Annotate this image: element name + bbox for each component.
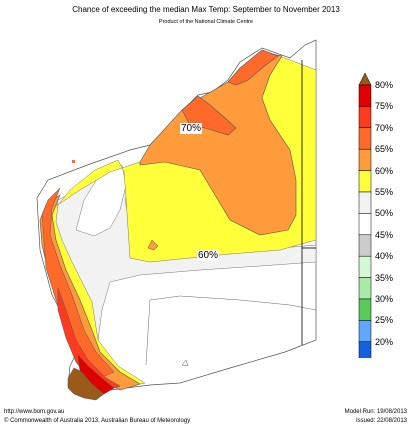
- legend-label-70: 70%: [375, 122, 394, 133]
- island-marker: [72, 160, 75, 163]
- legend-label-65: 65%: [375, 144, 394, 155]
- legend-swatch-60: [358, 170, 372, 193]
- small-white-island: [181, 359, 189, 367]
- legend-swatch-65: [358, 148, 372, 171]
- legend-label-50: 50%: [375, 208, 394, 219]
- legend-swatch-40: [358, 255, 372, 278]
- footer-model-run: Model Run: 19/08/2013: [344, 409, 407, 415]
- legend-label-30: 30%: [375, 294, 394, 304]
- legend-label-35: 35%: [375, 272, 394, 283]
- legend-swatch-55: [358, 191, 372, 214]
- footer-issued: Issued: 22/08/2013: [355, 418, 407, 424]
- region-above-80-percent: [67, 367, 105, 401]
- color-legend-bar: [358, 73, 372, 358]
- map-label-60: 60%: [197, 250, 220, 261]
- legend-label-20: 20%: [375, 336, 394, 347]
- region-70-north: [227, 49, 279, 86]
- legend-label-40: 40%: [375, 251, 394, 262]
- legend-above-80-triangle: [358, 73, 372, 86]
- legend-label-55: 55%: [375, 187, 394, 197]
- legend-swatch-50: [358, 213, 372, 236]
- legend-label-75: 75%: [375, 101, 394, 112]
- legend-swatch-70: [358, 127, 372, 150]
- legend-label-25: 25%: [375, 315, 394, 326]
- region-65-percent: [139, 51, 297, 236]
- legend-swatch-25: [358, 320, 372, 343]
- inner-contour: [145, 295, 317, 366]
- legend-label-45: 45%: [375, 229, 394, 240]
- legend-swatch-80: [358, 84, 372, 107]
- legend-label-80: 80%: [375, 80, 394, 90]
- legend-swatch-75: [358, 106, 372, 129]
- legend-swatch-35: [358, 277, 372, 300]
- legend-swatch-30: [358, 298, 372, 321]
- chart-subtitle: Product of the National Climate Centre: [158, 19, 254, 25]
- map-label-70: 70%: [180, 123, 203, 134]
- legend-label-60: 60%: [375, 165, 394, 176]
- chart-title: Chance of exceeding the median Max Temp:…: [72, 5, 340, 14]
- small-60-patch: [147, 239, 159, 251]
- footer-url: http://www.bom.gov.au: [4, 409, 65, 415]
- legend-swatch-20: [358, 341, 372, 358]
- legend-swatch-45: [358, 234, 372, 257]
- footer-copyright: © Commonwealth of Australia 2013, Austra…: [4, 418, 191, 424]
